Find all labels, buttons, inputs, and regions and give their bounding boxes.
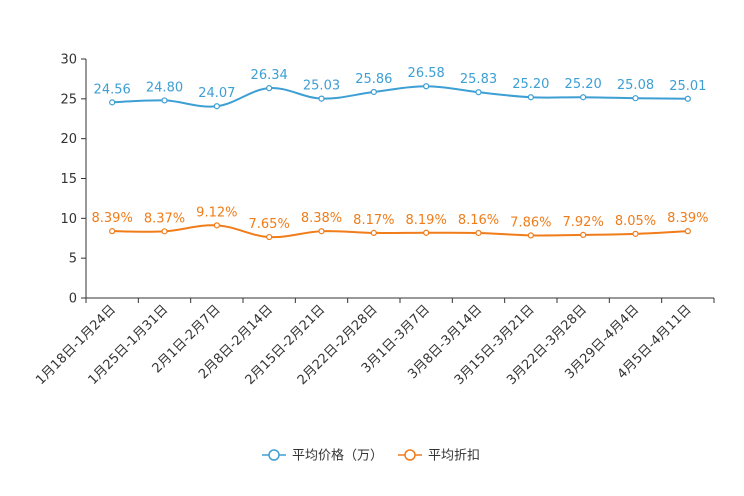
y-tick-label: 5 [69,252,77,267]
data-label: 25.08 [617,78,654,93]
series-2: 8.39% 8.37% 9.12% 7.65% 8.38% 8.17% 8.19% 8.16%… [92,205,708,241]
data-label: 8.38% [301,211,342,226]
data-point[interactable] [632,230,639,237]
data-point[interactable] [266,85,273,92]
data-point[interactable] [213,222,220,229]
y-tick-label: 15 [60,172,77,187]
data-point[interactable] [684,228,691,235]
data-label: 25.03 [303,79,340,94]
data-label: 8.17% [353,213,394,228]
data-point[interactable] [161,97,168,104]
data-label: 25.86 [355,72,392,87]
legend-item-1[interactable]: 平均价格（万） [262,448,383,464]
data-point[interactable] [109,228,116,235]
data-label: 8.37% [144,211,185,226]
data-point[interactable] [370,88,377,96]
y-tick-label: 0 [69,292,77,307]
data-label: 25.20 [565,77,602,92]
data-point[interactable] [580,231,587,239]
data-label: 8.39% [92,211,133,226]
legend-item-2[interactable]: 平均折扣 [398,449,480,464]
y-tick-label: 20 [60,132,77,147]
data-point[interactable] [527,94,534,101]
legend-marker [268,449,280,461]
data-label: 25.01 [669,79,706,94]
legend-label: 平均价格（万） [292,448,383,464]
data-label: 8.05% [615,214,656,229]
chart-legend[interactable]: 平均价格（万） 平均折扣 [262,448,480,464]
series-line [112,224,688,239]
data-label: 25.83 [460,72,497,87]
data-point[interactable] [423,229,430,236]
data-point[interactable] [109,99,116,106]
data-label: 7.65% [249,217,290,232]
chart-series: 24.56 24.80 24.07 26.34 25.03 25.86 26.58 25.83… [92,66,708,241]
legend-marker [404,449,416,461]
data-label: 9.12% [196,205,237,220]
data-label: 24.56 [94,82,131,97]
data-label: 26.34 [251,68,288,83]
data-point[interactable] [318,95,325,102]
data-point[interactable] [527,232,534,239]
series-1: 24.56 24.80 24.07 26.34 25.03 25.86 26.58 25.83… [94,66,706,110]
y-tick-label: 30 [60,53,77,68]
data-point[interactable] [318,228,325,235]
data-label: 8.39% [667,211,708,226]
y-tick-label: 25 [60,92,77,107]
data-point[interactable] [423,83,430,90]
data-label: 8.16% [458,213,499,228]
data-point[interactable] [213,103,220,110]
legend-label: 平均折扣 [428,449,480,464]
data-point[interactable] [632,95,639,102]
y-tick-label: 10 [60,212,77,227]
data-label: 7.86% [510,215,551,230]
data-point[interactable] [475,229,482,237]
data-label: 7.92% [563,215,604,230]
data-point[interactable] [161,228,168,235]
data-point[interactable] [580,94,587,101]
data-point[interactable] [684,95,691,102]
data-label: 8.19% [406,213,447,228]
data-label: 24.80 [146,80,183,95]
data-label: 24.07 [198,86,235,101]
data-label: 25.20 [512,77,549,92]
data-point[interactable] [266,233,273,241]
data-point[interactable] [370,229,377,237]
data-label: 26.58 [408,66,445,81]
series-line [112,85,688,108]
data-point[interactable] [475,89,482,96]
